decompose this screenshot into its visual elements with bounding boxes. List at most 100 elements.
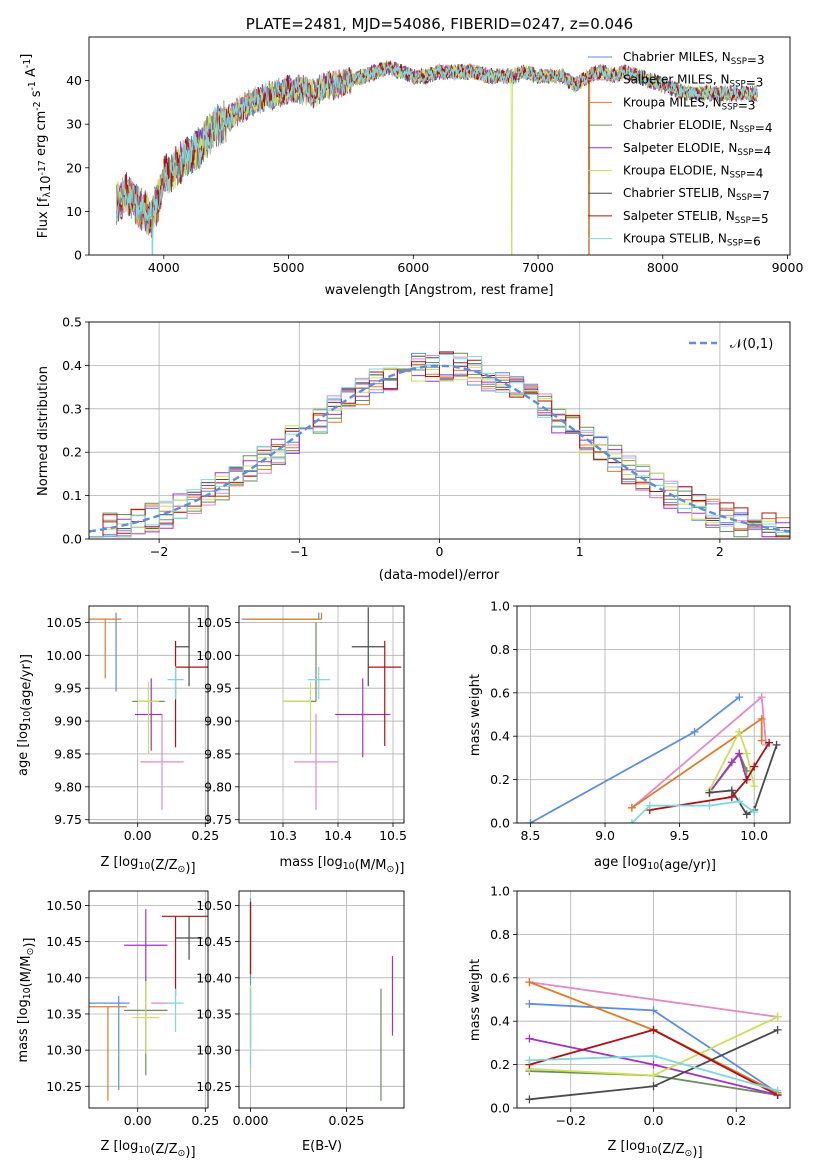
weight-marker — [627, 819, 636, 823]
chart-title: PLATE=2481, MJD=54086, FIBERID=0247, z=0… — [246, 15, 633, 33]
axes-frame — [88, 605, 209, 824]
axes-weight_vs_Z: −0.2 0.0 0.2 0.0 0.2 0.4 0.6 0.8 1.0 — [490, 884, 791, 1128]
y-tick-label: 9.85 — [54, 746, 82, 761]
plot-area — [249, 898, 394, 1101]
y-tick-label: 0.0 — [490, 816, 510, 831]
plot-area — [89, 909, 208, 1101]
weight-marker — [750, 762, 759, 771]
plot-area — [525, 978, 782, 1104]
weight-marker — [765, 738, 774, 747]
y-tick-label: 1.0 — [490, 599, 510, 614]
legend-entry: Kroupa MILES, NSSP=3 — [623, 95, 756, 112]
weight-marker — [705, 801, 714, 810]
x-tick-label: 0.2 — [726, 1113, 746, 1128]
y-tick-label: 9.75 — [204, 812, 232, 827]
axes-frame — [238, 890, 405, 1109]
y-tick-label: 0.4 — [62, 358, 82, 373]
y-tick-label: 0.0 — [490, 1101, 510, 1116]
y-tick-label: 10.40 — [46, 970, 82, 985]
y-tick-label: 0.3 — [62, 401, 82, 416]
y-tick-label: 9.95 — [54, 681, 82, 696]
weight-marker — [750, 808, 759, 817]
y-tick-label: 9.90 — [54, 714, 82, 729]
y-axis-label: mass [log10(M/M⊙)] — [16, 938, 37, 1063]
weight-series-line — [708, 751, 748, 794]
y-tick-label: 10.40 — [196, 970, 232, 985]
legend-entry: Kroupa ELODIE, NSSP=4 — [623, 164, 763, 181]
legend-entry: Salpeter ELODIE, NSSP=4 — [623, 141, 771, 158]
y-tick-label: 9.90 — [204, 714, 232, 729]
y-tick-label: 10.50 — [46, 898, 82, 913]
x-tick-label: 10.0 — [740, 828, 768, 843]
y-tick-label: 20 — [66, 160, 82, 175]
y-tick-label: 9.80 — [204, 779, 232, 794]
weight-marker — [757, 693, 766, 702]
legend-entry: Chabrier ELODIE, NSSP=4 — [623, 118, 772, 135]
y-tick-label: 10.05 — [46, 615, 82, 630]
y-tick-label: 1.0 — [490, 884, 510, 899]
weight-marker — [727, 792, 736, 801]
axes-residuals: −2 −1 0 1 2 0.0 0.1 0.2 0.3 0.4 0.5 𝒩(0,1) — [62, 315, 791, 559]
weight-marker — [705, 788, 714, 797]
weight-marker — [750, 782, 759, 791]
x-tick-label: 0.0 — [644, 1113, 664, 1128]
x-tick-label: 0.025 — [329, 1113, 365, 1128]
x-axis-label: Z [log10(Z/Z⊙)] — [607, 1139, 702, 1160]
x-tick-label: 0.000 — [233, 1113, 269, 1128]
y-tick-label: 0.2 — [62, 445, 82, 460]
x-axis-label: wavelength [Angstrom, rest frame] — [325, 283, 554, 298]
y-tick-label: 0.1 — [62, 488, 82, 503]
legend-entry: Chabrier MILES, NSSP=3 — [623, 50, 765, 67]
weight-marker — [526, 819, 535, 823]
weight-marker — [742, 775, 751, 784]
y-tick-label: 40 — [66, 73, 82, 88]
y-tick-label: 0.6 — [490, 970, 510, 985]
y-tick-label: 0 — [74, 248, 82, 263]
weight-marker — [649, 1025, 658, 1034]
y-tick-label: 10.50 — [196, 898, 232, 913]
weight-marker — [525, 1034, 534, 1043]
y-axis-label: age [log10(age/yr)] — [16, 654, 34, 776]
weight-marker — [645, 801, 654, 810]
x-tick-label: 0.25 — [191, 828, 219, 843]
x-tick-label: 9000 — [772, 260, 804, 275]
x-tick-label: 2 — [716, 544, 724, 559]
weight-marker — [742, 810, 751, 819]
x-tick-label: 0.00 — [124, 1113, 152, 1128]
y-tick-label: 9.75 — [54, 812, 82, 827]
weight-marker — [773, 1025, 782, 1034]
x-tick-label: 0.00 — [124, 828, 152, 843]
weight-marker — [690, 727, 699, 736]
axes-frame — [516, 605, 791, 824]
axes-frame — [88, 36, 791, 256]
weight-marker — [525, 978, 534, 987]
plot-area — [526, 693, 781, 823]
y-tick-label: 10.45 — [196, 934, 232, 949]
weight-marker — [757, 714, 766, 723]
y-axis-label: mass weight — [468, 674, 483, 756]
x-tick-label: −0.2 — [556, 1113, 586, 1128]
y-tick-label: 10.30 — [46, 1043, 82, 1058]
x-axis-label: Z [log10(Z/Z⊙)] — [100, 1139, 195, 1160]
y-tick-label: 0.4 — [490, 1014, 510, 1029]
y-tick-label: 0.8 — [490, 927, 510, 942]
weight-marker — [735, 749, 744, 758]
weight-marker — [773, 1086, 782, 1095]
axes-age_vs_Z: 0.00 0.25 9.75 9.80 9.85 9.90 9.95 10.00 10.05 — [46, 605, 219, 843]
legend-entry: Salpeter MILES, NSSP=3 — [623, 73, 763, 90]
y-tick-label: 9.85 — [204, 746, 232, 761]
weight-marker — [735, 693, 744, 702]
y-tick-label: 9.80 — [54, 779, 82, 794]
weight-series-line — [708, 729, 756, 791]
y-tick-label: 10.30 — [196, 1043, 232, 1058]
x-tick-label: −2 — [150, 544, 168, 559]
y-tick-label: 0.6 — [490, 685, 510, 700]
y-axis-label: Flux [fλ10-17 erg cm-2 s-1 A-1] — [19, 54, 54, 239]
axes-frame — [238, 605, 405, 824]
weight-marker — [649, 1060, 658, 1069]
weight-marker — [649, 1051, 658, 1060]
weight-marker — [727, 758, 736, 767]
y-axis-label: Normed distribution — [36, 366, 51, 496]
y-tick-label: 10.05 — [196, 615, 232, 630]
weight-marker — [649, 1006, 658, 1015]
